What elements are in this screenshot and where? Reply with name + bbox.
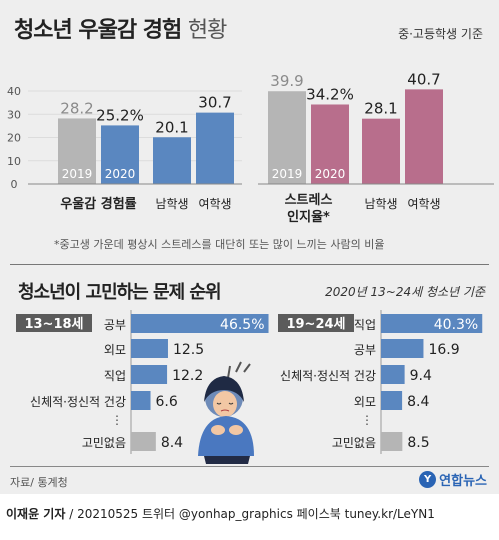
bar-value-label: 6.6: [156, 394, 178, 410]
bar-value-label: 46.5%: [220, 317, 264, 333]
bar-category-label: 여학생: [407, 197, 440, 211]
group-label-line: 인지율*: [287, 209, 330, 225]
section-title: 청소년이 고민하는 문제 순위: [18, 282, 222, 303]
bar-value-label: 28.1: [364, 100, 397, 118]
worried-person-illustration: [198, 361, 254, 464]
age-group-box: [16, 314, 92, 332]
group-label-line: 스트레스: [285, 193, 333, 208]
bar-value-label: 40.7: [407, 70, 440, 88]
bar-value-label: 8.4: [161, 435, 183, 451]
bar: [153, 137, 191, 184]
credit-line: 이재윤 기자 / 20210525 트위터 @yonhap_graphics 페…: [6, 505, 435, 522]
bar: [131, 391, 151, 410]
category-label: 고민없음: [332, 436, 376, 450]
category-label: 직업: [354, 318, 376, 332]
y-tick-label: 10: [7, 155, 21, 168]
omitted-rows-dots: ⋮: [111, 413, 123, 427]
category-label: 신체적·정신적 건강: [30, 395, 126, 409]
bar: [131, 365, 168, 384]
depression-rate-chart: 40 30 20 10 0 28.2 2019 25.2% 2020 우울감 경험률 20.1 남학생…: [7, 85, 242, 212]
bar: [268, 91, 306, 184]
bar-value-label: 9.4: [410, 368, 432, 384]
bar-year-label: 2019: [272, 167, 303, 181]
logo-mark: Y: [419, 471, 437, 488]
title-bold: 청소년 우울감 경험: [14, 18, 182, 43]
bar: [131, 339, 168, 358]
page-title: 청소년 우울감 경험 현황: [14, 12, 227, 44]
bar: [381, 314, 483, 333]
category-label: 외모: [104, 343, 126, 357]
bar-category-label: 여학생: [198, 197, 231, 211]
bar: [131, 314, 269, 333]
bar: [196, 112, 234, 184]
y-tick-label: 0: [11, 178, 18, 191]
age-group-label: 13~18세: [24, 317, 83, 332]
age-group-label: 19~24세: [286, 317, 345, 332]
source-note: 자료/ 통계청: [10, 476, 68, 489]
bar-value-label: 12.5: [173, 342, 204, 358]
category-label: 신체적·정신적 건강: [280, 369, 376, 383]
content-panel: [0, 0, 499, 494]
category-label: 고민없음: [82, 436, 126, 450]
category-label: 직업: [104, 369, 126, 383]
y-tick-label: 30: [7, 108, 21, 121]
bar-value-label: 8.5: [407, 435, 429, 451]
bar-year-label: 2019: [62, 167, 93, 181]
bar: [58, 118, 96, 184]
bar: [381, 391, 403, 410]
bar-year-label: 2020: [315, 167, 346, 181]
bar-value-label: 16.9: [428, 342, 459, 358]
bar: [131, 432, 156, 451]
bar: [311, 104, 349, 184]
bar-value-label: 28.2: [60, 99, 93, 117]
bar-value-label: 12.2: [172, 368, 203, 384]
omitted-rows-dots: ⋮: [361, 413, 373, 427]
footnote: *중고생 가운데 평상시 스트레스를 대단히 또는 많이 느끼는 사람의 비율: [54, 238, 385, 251]
title-light: 현황: [187, 18, 227, 43]
bar-category-label: 남학생: [155, 197, 188, 211]
bar-value-label: 8.4: [407, 394, 429, 410]
yonhap-logo: Y 연합뉴스: [419, 470, 487, 489]
group-label: 우울감 경험률: [60, 196, 136, 212]
bar-value-label: 40.3%: [434, 317, 478, 333]
category-label: 공부: [354, 343, 376, 357]
y-tick-label: 20: [7, 132, 21, 145]
bar-category-label: 남학생: [364, 197, 397, 211]
bar-value-label: 25.2%: [96, 106, 144, 124]
category-label: 외모: [354, 395, 376, 409]
logo-name: 연합뉴스: [439, 474, 487, 489]
divider: [10, 264, 489, 265]
y-tick-label: 40: [7, 85, 21, 98]
author: 이재윤 기자: [6, 507, 66, 521]
bar: [381, 432, 403, 451]
bar-year-label: 2020: [105, 167, 136, 181]
bar: [381, 365, 405, 384]
divider-bottom: [10, 466, 489, 467]
bar: [381, 339, 424, 358]
section-subtitle: 2020년 13~24세 청소년 기준: [325, 285, 485, 299]
bar-value-label: 20.1: [155, 118, 188, 136]
page-subtitle: 중·고등학생 기준: [398, 27, 483, 41]
bar: [405, 89, 443, 184]
credit-rest: / 20210525 트위터 @yonhap_graphics 페이스북 tun…: [65, 507, 435, 521]
bar-value-label: 39.9: [270, 72, 303, 90]
bar: [101, 125, 139, 184]
age-group-box: [278, 314, 354, 332]
bar: [362, 118, 400, 184]
bar-value-label: 34.2%: [306, 85, 354, 103]
bar-value-label: 30.7: [198, 94, 231, 112]
category-label: 공부: [104, 318, 126, 332]
